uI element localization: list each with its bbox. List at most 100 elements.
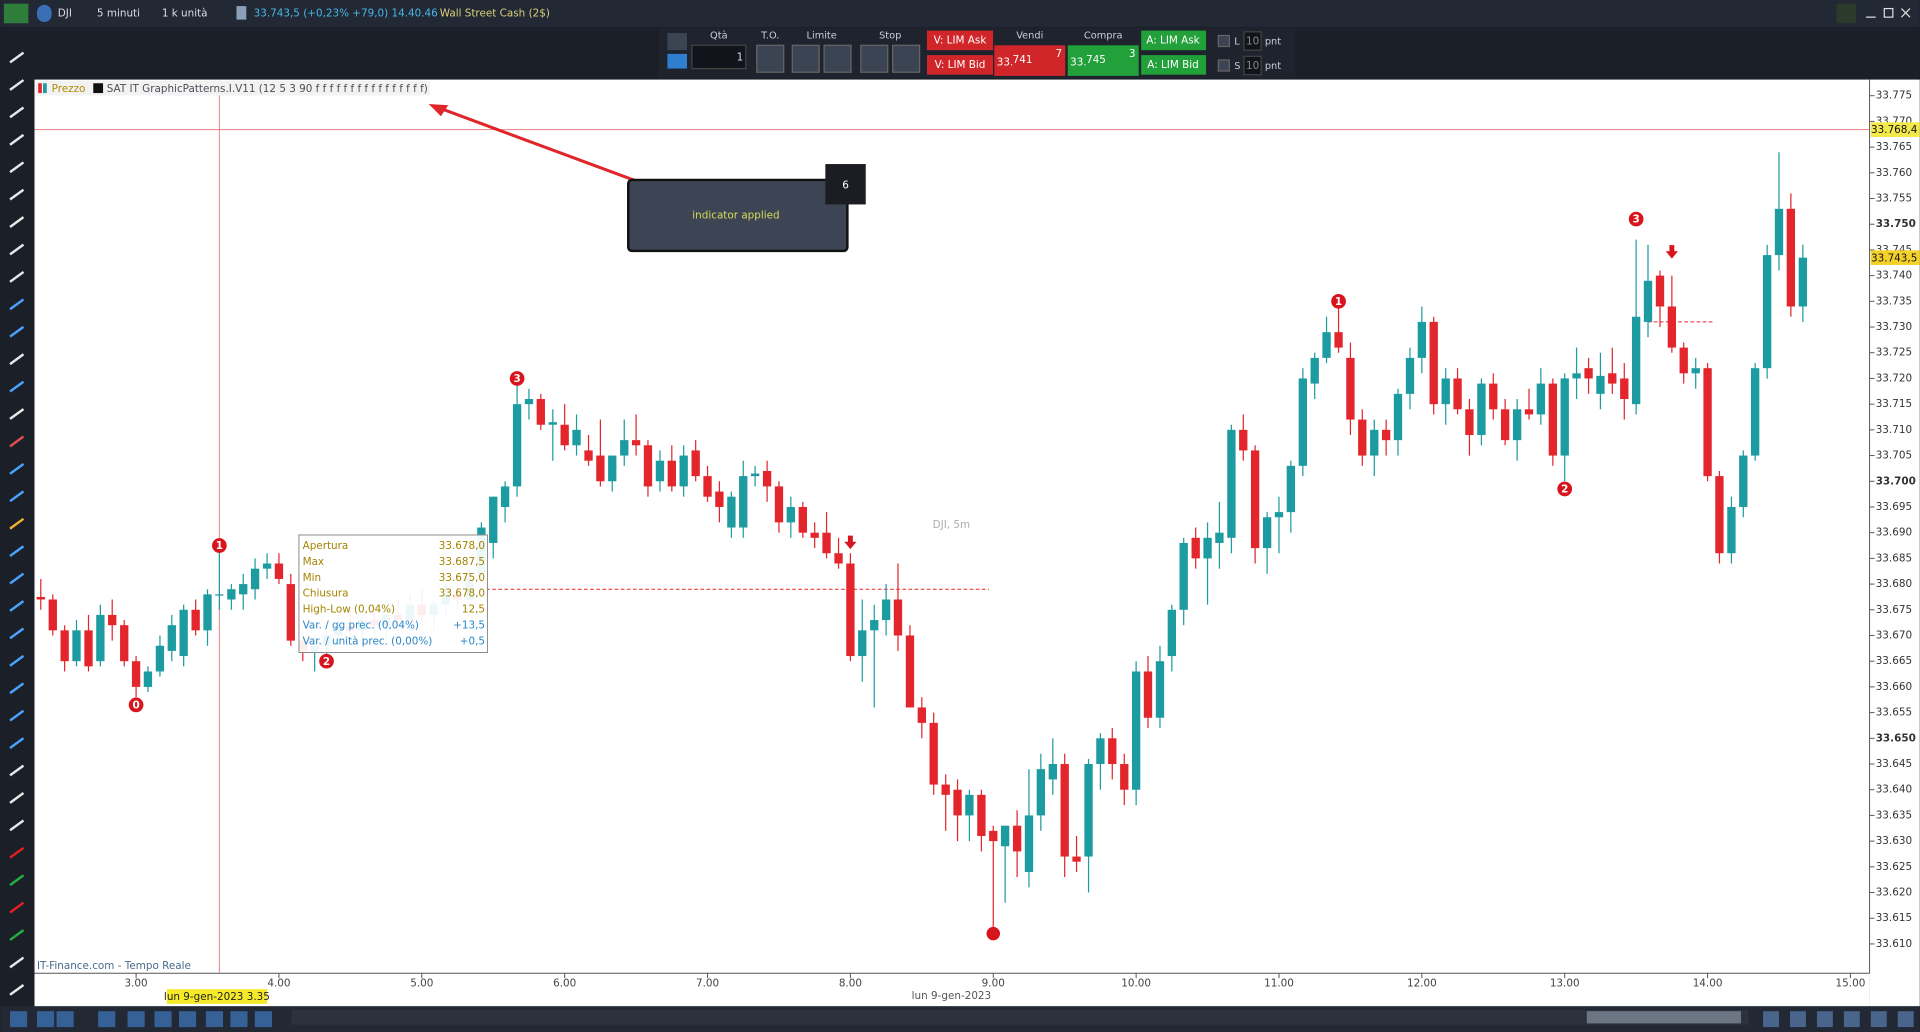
s-input[interactable]: [1243, 55, 1262, 76]
x-tick-label: 6.00: [553, 978, 576, 990]
scrollbar[interactable]: [291, 1009, 1749, 1025]
y-tick-label: 33.675: [1876, 604, 1912, 616]
units[interactable]: 1 k unità: [162, 7, 208, 19]
candle-body: [1667, 306, 1677, 348]
refresh-button[interactable]: [1836, 3, 1857, 24]
pattern-marker: [128, 697, 144, 713]
y-tick-label: 33.735: [1876, 295, 1912, 307]
to-button[interactable]: [756, 44, 785, 73]
tooltip-value: 33.687,5: [439, 556, 485, 568]
l-input[interactable]: [1243, 31, 1262, 51]
s-checkbox[interactable]: [1217, 59, 1230, 72]
candle-body: [131, 661, 141, 687]
v-lim-bid-button[interactable]: [926, 55, 994, 75]
a-lim-bid-button[interactable]: [1141, 55, 1207, 75]
y-tick-label: 33.770: [1876, 115, 1912, 127]
candle-body: [929, 722, 938, 785]
tool-button[interactable]: [1763, 1011, 1779, 1028]
tool-button[interactable]: [98, 1011, 116, 1028]
stop-buy-button[interactable]: [860, 44, 889, 73]
y-tick-label: 33.620: [1876, 887, 1912, 899]
tooltip-label: Chiusura: [303, 588, 349, 600]
tool-button[interactable]: [56, 1011, 74, 1028]
candle-body: [762, 470, 772, 487]
candle-body: [667, 460, 676, 487]
candle-body: [1262, 517, 1272, 549]
x-tick-label: 15.00: [1836, 978, 1866, 990]
tool-button[interactable]: [1816, 1011, 1833, 1028]
candle-body: [1012, 825, 1022, 852]
scroll-thumb[interactable]: [1586, 1011, 1742, 1024]
l-checkbox[interactable]: [1217, 34, 1230, 48]
keyboard-button[interactable]: [667, 53, 688, 69]
tool-icon: [9, 929, 25, 941]
tool-button[interactable]: [154, 1011, 172, 1028]
candle-body: [905, 635, 915, 708]
tool-icon: [9, 600, 25, 612]
stop-label: Stop: [879, 31, 901, 42]
tool-button[interactable]: [178, 1011, 197, 1028]
candle-body: [620, 440, 629, 456]
candle-body: [286, 584, 295, 641]
candle-body: [1393, 393, 1403, 441]
v-lim-ask-button[interactable]: [926, 30, 994, 51]
candle-body: [596, 455, 605, 482]
candle-body: [512, 404, 522, 487]
candle-body: [274, 563, 284, 579]
tool-button[interactable]: [254, 1011, 272, 1028]
tooltip-value: 33.678,0: [439, 588, 485, 600]
buy-price: 745: [1086, 54, 1106, 66]
tool-icon: [9, 216, 25, 228]
legend-indicator[interactable]: SAT IT GraphicPatterns.I.V11 (12 5 3 90 …: [107, 83, 428, 95]
candle-body: [1286, 465, 1296, 513]
annotation-badge: [825, 164, 866, 205]
settings-button[interactable]: [667, 33, 688, 51]
stop-sell-button[interactable]: [892, 44, 921, 73]
tool-icon: [9, 243, 25, 256]
tool-icon: [9, 737, 25, 749]
timeframe[interactable]: 5 minuti: [97, 7, 140, 19]
candle-body: [524, 399, 534, 405]
y-tick-label: 33.660: [1876, 681, 1912, 693]
tool-button[interactable]: [1843, 1011, 1860, 1028]
pattern-marker: [1628, 211, 1644, 227]
tool-button[interactable]: [10, 1011, 28, 1028]
candle-body: [72, 630, 81, 662]
pattern-label: 0: [132, 700, 139, 712]
a-lim-ask-button[interactable]: [1141, 30, 1207, 51]
tool-button[interactable]: [230, 1011, 248, 1028]
candle-body: [262, 563, 272, 569]
tooltip-value: 33.678,0: [439, 540, 485, 552]
candle-body: [96, 614, 105, 662]
legend-price[interactable]: Prezzo: [52, 83, 86, 95]
demo-logo[interactable]: [3, 3, 29, 24]
candle-body: [1179, 542, 1188, 610]
s-unit: pnt: [1265, 61, 1281, 72]
y-tick-label: 33.655: [1876, 707, 1912, 719]
tool-icon: [9, 79, 25, 91]
maximize-button[interactable]: [1883, 7, 1894, 18]
tool-button[interactable]: [36, 1011, 55, 1028]
qty-input[interactable]: [691, 44, 747, 70]
tool-button[interactable]: [1790, 1011, 1806, 1028]
close-button[interactable]: [1900, 8, 1911, 18]
tool-button[interactable]: [127, 1011, 145, 1028]
tool-button[interactable]: [1897, 1011, 1914, 1028]
tool-icon: [9, 161, 25, 174]
candle-body: [572, 429, 581, 446]
tool-button[interactable]: [1870, 1011, 1887, 1028]
candle-body: [1000, 825, 1010, 847]
plot-area: [34, 79, 1870, 974]
tool-button[interactable]: [205, 1011, 224, 1028]
tool-icon: [9, 819, 25, 832]
candle-body: [1643, 280, 1653, 322]
sell-button[interactable]: [994, 45, 1066, 76]
tool-icon: [9, 627, 25, 640]
tooltip-value: 12,5: [462, 604, 485, 616]
cursor-date: lun 9-gen-2023 3.35: [164, 991, 270, 1003]
symbol[interactable]: DJI: [58, 7, 72, 19]
buy-button[interactable]: [1067, 45, 1139, 76]
limit-buy-button[interactable]: [791, 44, 820, 73]
limit-sell-button[interactable]: [823, 44, 852, 73]
cursor-date-box: [166, 989, 268, 1004]
